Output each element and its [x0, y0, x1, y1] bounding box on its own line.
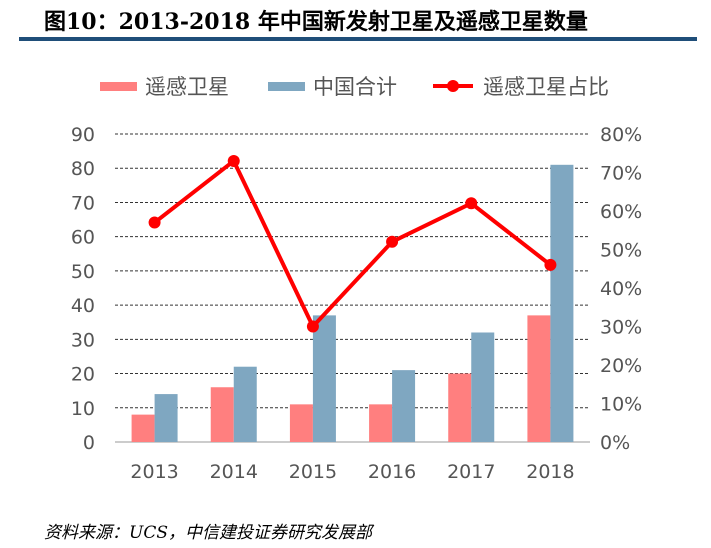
bar-china-total: [233, 366, 257, 442]
legend-marker: [447, 80, 459, 92]
x-tick-label: 2013: [130, 461, 178, 483]
legend-label: 遥感卫星占比: [483, 75, 609, 99]
y-tick-label: 40: [71, 295, 95, 317]
ratio-point: [148, 216, 161, 229]
y2-tick-label: 80%: [600, 124, 642, 146]
y-tick-label: 80: [71, 158, 95, 180]
y2-tick-label: 50%: [600, 240, 642, 262]
x-tick-label: 2014: [210, 461, 258, 483]
y-tick-label: 90: [71, 124, 95, 146]
bar-remote-sensing: [448, 373, 472, 442]
y-tick-label: 0: [83, 432, 95, 454]
ratio-line: [153, 157, 552, 331]
figure-title: 图10：2013-2018 年中国新发射卫星及遥感卫星数量: [44, 9, 588, 35]
y-tick-label: 50: [71, 261, 95, 283]
x-tick-label: 2017: [447, 461, 495, 483]
x-tick-label: 2018: [526, 461, 574, 483]
bar-remote-sensing: [131, 414, 155, 442]
ratio-point: [227, 154, 240, 167]
y2-tick-label: 20%: [600, 355, 642, 377]
bar-china-total: [392, 370, 416, 442]
y2-tick-label: 60%: [600, 201, 642, 223]
y2-tick-label: 30%: [600, 317, 642, 339]
legend-swatch: [100, 82, 137, 91]
ratio-point: [306, 320, 319, 333]
source-note: 资料来源：UCS，中信建投证券研究发展部: [44, 523, 372, 543]
y2-tick-label: 70%: [600, 163, 642, 185]
y-tick-label: 20: [71, 364, 95, 386]
y-tick-label: 30: [71, 329, 95, 351]
legend-label: 中国合计: [313, 75, 397, 99]
y-tick-label: 10: [71, 398, 95, 420]
legend-swatch: [268, 82, 305, 91]
bar-china-total: [471, 332, 495, 442]
y-tick-label: 70: [71, 192, 95, 214]
y2-tick-label: 0%: [600, 432, 630, 454]
ratio-point: [465, 197, 478, 210]
bar-remote-sensing: [369, 404, 393, 442]
y2-tick-label: 10%: [600, 394, 642, 416]
x-tick-label: 2015: [289, 461, 337, 483]
ratio-point: [386, 235, 399, 248]
bar-remote-sensing: [210, 387, 234, 442]
bar-china-total: [312, 315, 336, 442]
legend-label: 遥感卫星: [145, 75, 229, 99]
x-tick-label: 2016: [368, 461, 416, 483]
ratio-point: [544, 258, 557, 271]
y2-tick-label: 40%: [600, 278, 642, 300]
bar-remote-sensing: [527, 315, 551, 442]
bar-remote-sensing: [289, 404, 313, 442]
bar-china-total: [154, 394, 178, 442]
y-tick-label: 60: [71, 227, 95, 249]
bar-china-total: [550, 164, 574, 443]
title-divider: [19, 37, 697, 41]
